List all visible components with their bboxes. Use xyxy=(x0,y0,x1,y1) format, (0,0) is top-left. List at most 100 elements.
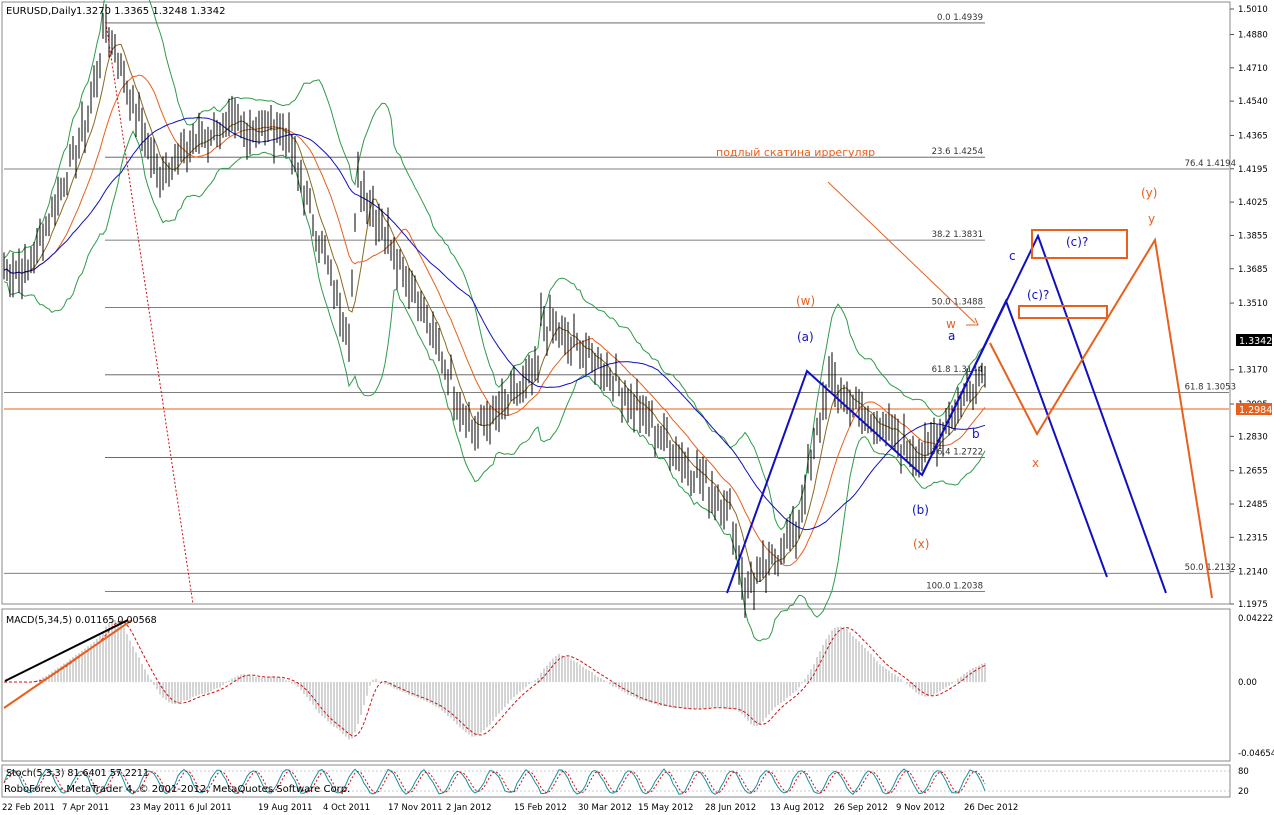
y-tick-label-1: 1.4880 xyxy=(1238,30,1268,40)
macd-tick-1: 0.00 xyxy=(1238,678,1257,688)
wave-label-w-paren: (w) xyxy=(796,294,815,308)
stoch-tick-1: 20 xyxy=(1238,787,1249,797)
wave-label-b: b xyxy=(972,427,980,441)
x-tick-label-1: 7 Apr 2011 xyxy=(62,803,109,813)
fib-label-3: 50.0 1.3488 xyxy=(932,297,983,307)
macd-tick-2: -0.04654 xyxy=(1238,749,1274,759)
chart-title: EURUSD,Daily xyxy=(6,6,77,17)
bollinger-bands xyxy=(3,0,986,642)
x-tick-label-6: 17 Nov 2011 xyxy=(388,803,442,813)
wave-label-w: w xyxy=(946,317,956,331)
red-dotted-trendline xyxy=(105,22,194,605)
stoch-tick-0: 80 xyxy=(1238,767,1249,777)
y-tick-label-12: 1.2830 xyxy=(1238,432,1268,442)
x-tick-label-7: 2 Jan 2012 xyxy=(446,803,492,813)
macd-orange-trendline xyxy=(3,619,133,709)
x-tick-label-0: 22 Feb 2011 xyxy=(2,803,55,813)
target-box-upper xyxy=(1031,229,1128,259)
extra-level-label-1: 61.8 1.3053 xyxy=(1185,383,1236,393)
fib-label-6: 100.0 1.2038 xyxy=(926,582,983,592)
wave-label-c-q1: (c)? xyxy=(1066,235,1088,249)
fib-label-4: 61.8 1.3144 xyxy=(932,365,983,375)
y-tick-label-9: 1.3510 xyxy=(1238,299,1268,309)
wave-label-c-q2: (c)? xyxy=(1027,288,1049,302)
stochastic-indicator xyxy=(3,768,1229,796)
x-tick-label-4: 19 Aug 2011 xyxy=(258,803,312,813)
x-tick-label-2: 23 May 2011 xyxy=(130,803,185,813)
y-tick-label-7: 1.3855 xyxy=(1238,231,1268,241)
x-tick-label-12: 13 Aug 2012 xyxy=(770,803,824,813)
y-tick-label-5: 1.4195 xyxy=(1238,165,1268,175)
fib-label-2: 38.2 1.3831 xyxy=(932,230,983,240)
wave-label-x-paren: (x) xyxy=(913,537,929,551)
moving-averages xyxy=(3,43,986,583)
ma-fast xyxy=(3,43,986,583)
footer-text: RoboForex - MetaTrader 4, © 2001-2012, M… xyxy=(4,784,350,795)
x-tick-label-15: 26 Dec 2012 xyxy=(964,803,1018,813)
annotation-text: подлый скатина иррегуляр xyxy=(716,146,875,159)
stoch-d-line xyxy=(3,770,986,794)
bollinger-lower xyxy=(3,129,986,642)
stoch-label: Stoch(5,3,3) 81.6401 57.2211 xyxy=(6,768,149,779)
ma-medium xyxy=(3,74,986,567)
blue-wave-path-2 xyxy=(921,233,1167,594)
target-box-lower xyxy=(1018,305,1108,319)
fib-label-5: 76.4 1.2722 xyxy=(932,448,983,458)
x-tick-label-9: 30 Mar 2012 xyxy=(578,803,632,813)
y-tick-label-16: 1.2140 xyxy=(1238,568,1268,578)
wave-label-c: c xyxy=(1009,249,1016,263)
y-tick-label-4: 1.4365 xyxy=(1238,131,1268,141)
macd-panel-frame xyxy=(1,608,1231,762)
axes: 1.5010 1.4880 1.4710 1.4540 1.4365 1.4195 1.40… xyxy=(2,5,1274,813)
stoch-k-line xyxy=(3,768,986,796)
macd-tick-0: 0.04222 xyxy=(1238,614,1273,624)
macd-signal xyxy=(4,620,986,737)
y-tick-label-2: 1.4710 xyxy=(1238,64,1268,74)
wave-label-a-paren: (a) xyxy=(797,330,814,344)
wave-label-y: y xyxy=(1148,212,1155,226)
current-price-badge: 1.3342 xyxy=(1239,336,1272,347)
x-tick-label-13: 26 Sep 2012 xyxy=(834,803,888,813)
x-tick-label-5: 4 Oct 2011 xyxy=(323,803,370,813)
wave-label-x: x xyxy=(1032,456,1039,470)
x-tick-label-10: 15 May 2012 xyxy=(638,803,693,813)
wave-label-a: a xyxy=(948,329,955,343)
orange-price-badge-bg xyxy=(1236,403,1272,415)
price-bars xyxy=(3,4,986,618)
y-tick-label-17: 1.1975 xyxy=(1238,600,1268,610)
wave-projections xyxy=(105,22,1213,605)
stoch-panel-frame xyxy=(1,764,1231,798)
x-tick-label-8: 15 Feb 2012 xyxy=(514,803,567,813)
y-tick-label-6: 1.4025 xyxy=(1238,198,1268,208)
y-tick-label-3: 1.4540 xyxy=(1238,97,1268,107)
x-tick-label-11: 28 Jun 2012 xyxy=(705,803,756,813)
y-tick-label-14: 1.2485 xyxy=(1238,500,1268,510)
fib-label-1: 23.6 1.4254 xyxy=(932,147,983,157)
orange-price-badge: 1.2984 xyxy=(1239,405,1272,416)
bollinger-upper xyxy=(3,0,986,531)
y-tick-label-15: 1.2315 xyxy=(1238,533,1268,543)
y-tick-label-10: 1.3170 xyxy=(1238,366,1268,376)
annotation-arrow-head xyxy=(966,317,979,326)
annotation-arrow xyxy=(827,181,976,324)
x-tick-label-3: 6 Jul 2011 xyxy=(189,803,232,813)
y-tick-label-13: 1.2655 xyxy=(1238,467,1268,477)
wave-labels: (w) w (x) x (y) y (a) a (b) b c (c)? (c)… xyxy=(796,186,1157,551)
y-tick-label-8: 1.3685 xyxy=(1238,265,1268,275)
current-price-badge-bg xyxy=(1236,334,1272,346)
wave-label-b-paren: (b) xyxy=(912,503,929,517)
ma-slow xyxy=(3,116,986,531)
fibonacci-levels: 0.0 1.4939 23.6 1.4254 38.2 1.3831 50.0 1.3… xyxy=(4,13,1236,593)
macd-black-trendline xyxy=(4,619,129,682)
orange-wave-path xyxy=(989,237,1213,599)
ohlc-readout: 1.3270 1.3365 1.3248 1.3342 xyxy=(76,6,226,17)
macd-indicator xyxy=(3,619,986,740)
fib-label-0: 0.0 1.4939 xyxy=(937,13,983,23)
main-panel-frame xyxy=(1,1,1231,605)
extra-level-label-2: 50.0 1.2132 xyxy=(1185,563,1236,573)
wave-label-y-paren: (y) xyxy=(1141,186,1157,200)
x-tick-label-14: 9 Nov 2012 xyxy=(896,803,945,813)
macd-label: MACD(5,34,5) 0.01165 0.00568 xyxy=(6,615,157,626)
y-tick-label-0: 1.5010 xyxy=(1238,5,1268,15)
